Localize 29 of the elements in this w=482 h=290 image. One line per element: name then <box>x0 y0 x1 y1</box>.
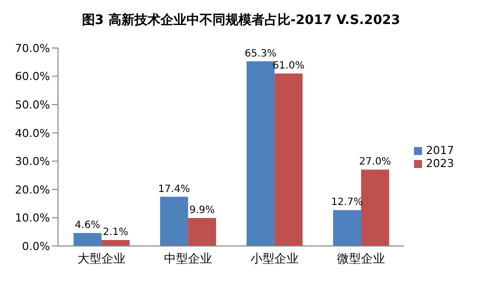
data-label: 4.6% <box>74 220 100 231</box>
bar <box>188 218 216 246</box>
x-tick-label: 大型企业 <box>77 252 126 266</box>
x-tick-label: 中型企业 <box>164 252 212 266</box>
bar <box>333 210 362 246</box>
chart-title: 图3 高新技术企业中不同规模者占比-2017 V.S.2023 <box>80 12 402 30</box>
y-tick-label: 60.0% <box>15 70 50 84</box>
x-tick-label: 小型企业 <box>250 252 298 266</box>
y-tick-label: 10.0% <box>15 212 50 225</box>
y-tick-label: 50.0% <box>15 98 50 112</box>
data-label: 17.4% <box>158 184 190 195</box>
bar <box>274 73 303 246</box>
data-label: 9.9% <box>189 204 215 216</box>
bar <box>361 170 390 246</box>
data-label: 27.0% <box>359 156 391 168</box>
bar <box>102 240 130 246</box>
y-tick-label: 70.0% <box>15 42 50 55</box>
data-label: 65.3% <box>244 48 276 60</box>
y-tick-label: 20.0% <box>15 183 50 196</box>
legend-label: 2017 <box>426 144 454 157</box>
y-tick-label: 0.0% <box>22 240 50 253</box>
bar <box>74 232 102 246</box>
x-tick-label: 微型企业 <box>336 252 385 266</box>
y-tick-label: 30.0% <box>15 155 50 168</box>
bar <box>160 196 188 246</box>
y-tick-label: 40.0% <box>15 126 50 140</box>
data-label: 2.1% <box>102 227 128 238</box>
bar <box>246 61 275 246</box>
legend-label: 2023 <box>426 157 454 170</box>
